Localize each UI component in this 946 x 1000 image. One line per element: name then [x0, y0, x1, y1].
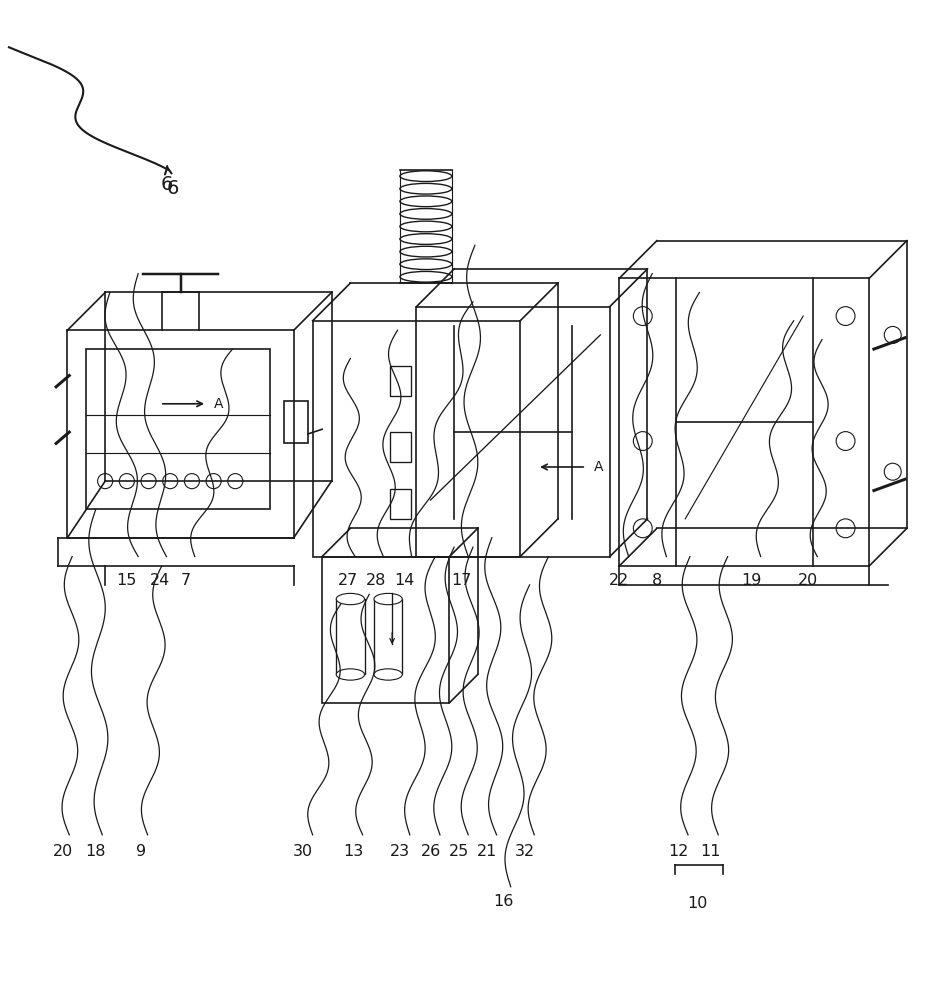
- Ellipse shape: [400, 271, 452, 282]
- Text: 28: 28: [366, 573, 386, 588]
- Bar: [285, 401, 308, 443]
- Text: 15: 15: [116, 573, 137, 588]
- Text: 20: 20: [797, 573, 818, 588]
- Text: 10: 10: [688, 896, 708, 911]
- Text: 7: 7: [182, 573, 191, 588]
- Text: 19: 19: [741, 573, 762, 588]
- Text: 11: 11: [700, 844, 721, 859]
- Bar: [390, 489, 411, 519]
- Ellipse shape: [400, 246, 452, 257]
- Bar: [336, 599, 364, 674]
- Text: 16: 16: [493, 894, 514, 909]
- Ellipse shape: [374, 593, 402, 605]
- Ellipse shape: [400, 221, 452, 232]
- Text: 22: 22: [609, 573, 629, 588]
- Text: 13: 13: [343, 844, 363, 859]
- Ellipse shape: [400, 259, 452, 270]
- Text: 9: 9: [136, 844, 146, 859]
- Ellipse shape: [400, 171, 452, 182]
- Text: 26: 26: [420, 844, 441, 859]
- Ellipse shape: [336, 669, 364, 680]
- Text: 18: 18: [85, 844, 106, 859]
- Text: 25: 25: [448, 844, 469, 859]
- Text: 32: 32: [515, 844, 534, 859]
- Text: 12: 12: [669, 844, 689, 859]
- Bar: [86, 349, 271, 509]
- Bar: [312, 321, 520, 557]
- Text: 6: 6: [160, 175, 172, 194]
- Bar: [390, 432, 411, 462]
- Text: 14: 14: [394, 573, 414, 588]
- Text: 23: 23: [391, 844, 411, 859]
- Text: 6: 6: [166, 179, 179, 198]
- Text: 24: 24: [149, 573, 170, 588]
- Text: A: A: [214, 397, 223, 411]
- Ellipse shape: [400, 196, 452, 207]
- Ellipse shape: [400, 234, 452, 244]
- Ellipse shape: [336, 593, 364, 605]
- Ellipse shape: [400, 209, 452, 219]
- Bar: [390, 366, 411, 396]
- Text: 20: 20: [53, 844, 73, 859]
- Text: A: A: [594, 460, 604, 474]
- Bar: [416, 307, 610, 557]
- Ellipse shape: [400, 183, 452, 194]
- Text: 30: 30: [293, 844, 313, 859]
- Ellipse shape: [374, 669, 402, 680]
- Text: 17: 17: [451, 573, 472, 588]
- Text: 27: 27: [338, 573, 358, 588]
- Text: 8: 8: [652, 573, 662, 588]
- Bar: [322, 557, 449, 703]
- Text: 21: 21: [477, 844, 498, 859]
- Bar: [374, 599, 402, 674]
